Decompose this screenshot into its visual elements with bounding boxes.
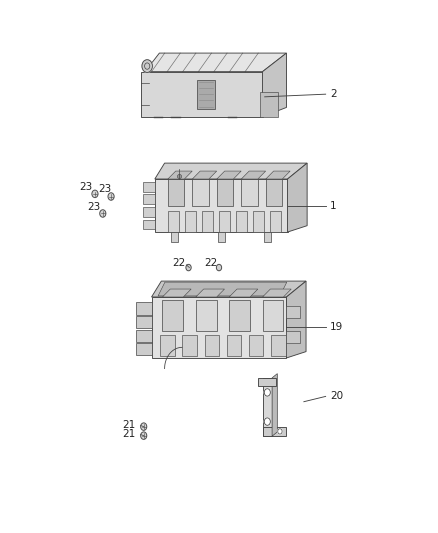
Polygon shape <box>262 378 272 436</box>
Polygon shape <box>260 92 278 117</box>
Polygon shape <box>217 171 241 179</box>
Circle shape <box>142 60 152 72</box>
Polygon shape <box>143 207 155 217</box>
Polygon shape <box>266 171 290 179</box>
Polygon shape <box>262 289 291 297</box>
Polygon shape <box>272 374 277 436</box>
Polygon shape <box>168 171 192 179</box>
Polygon shape <box>136 329 152 342</box>
Polygon shape <box>152 297 286 358</box>
Polygon shape <box>266 179 283 206</box>
Polygon shape <box>262 300 283 330</box>
Polygon shape <box>196 300 217 330</box>
Polygon shape <box>141 71 262 117</box>
Polygon shape <box>241 171 266 179</box>
Circle shape <box>108 193 114 200</box>
Polygon shape <box>262 426 286 436</box>
Text: 19: 19 <box>330 322 343 333</box>
Polygon shape <box>258 378 276 386</box>
Polygon shape <box>158 282 287 296</box>
Text: 23: 23 <box>80 182 93 192</box>
Polygon shape <box>196 289 225 297</box>
Polygon shape <box>270 211 281 232</box>
Polygon shape <box>217 179 233 206</box>
Text: 22: 22 <box>173 258 186 268</box>
Polygon shape <box>143 195 155 204</box>
Polygon shape <box>192 171 217 179</box>
Polygon shape <box>286 330 300 343</box>
Circle shape <box>141 432 147 439</box>
Circle shape <box>264 389 270 396</box>
Polygon shape <box>262 53 286 117</box>
Polygon shape <box>136 302 152 314</box>
Text: 1: 1 <box>330 200 337 211</box>
Polygon shape <box>229 289 258 297</box>
Circle shape <box>100 210 106 217</box>
Text: 21: 21 <box>122 419 135 430</box>
Polygon shape <box>168 179 184 206</box>
Circle shape <box>278 429 282 434</box>
Polygon shape <box>286 281 306 358</box>
Polygon shape <box>162 289 191 297</box>
Polygon shape <box>241 179 258 206</box>
Polygon shape <box>162 300 184 330</box>
Circle shape <box>216 264 222 271</box>
Text: 20: 20 <box>330 391 343 401</box>
Text: 2: 2 <box>330 89 337 99</box>
Circle shape <box>141 423 147 430</box>
Polygon shape <box>202 211 213 232</box>
Polygon shape <box>253 211 264 232</box>
Polygon shape <box>218 232 225 241</box>
Polygon shape <box>219 211 230 232</box>
Polygon shape <box>197 79 215 109</box>
Polygon shape <box>265 232 272 241</box>
Polygon shape <box>271 335 286 357</box>
Text: 21: 21 <box>122 429 135 439</box>
Polygon shape <box>136 316 152 328</box>
Polygon shape <box>155 163 307 179</box>
Polygon shape <box>171 232 178 241</box>
Polygon shape <box>236 211 247 232</box>
Polygon shape <box>185 211 196 232</box>
Polygon shape <box>143 220 155 229</box>
Circle shape <box>92 190 98 198</box>
Polygon shape <box>152 281 306 297</box>
Polygon shape <box>227 335 241 357</box>
Polygon shape <box>160 335 175 357</box>
Text: 22: 22 <box>205 258 218 268</box>
Polygon shape <box>286 306 300 318</box>
Polygon shape <box>288 163 307 232</box>
Polygon shape <box>249 335 263 357</box>
Circle shape <box>264 418 270 425</box>
Text: 23: 23 <box>98 183 111 193</box>
Polygon shape <box>205 335 219 357</box>
Polygon shape <box>192 179 209 206</box>
Polygon shape <box>229 300 250 330</box>
Polygon shape <box>183 335 197 357</box>
Polygon shape <box>143 182 155 191</box>
Polygon shape <box>136 343 152 356</box>
Text: 23: 23 <box>88 201 101 212</box>
Polygon shape <box>145 53 286 71</box>
Polygon shape <box>155 179 288 232</box>
Polygon shape <box>168 211 179 232</box>
Circle shape <box>186 264 191 271</box>
